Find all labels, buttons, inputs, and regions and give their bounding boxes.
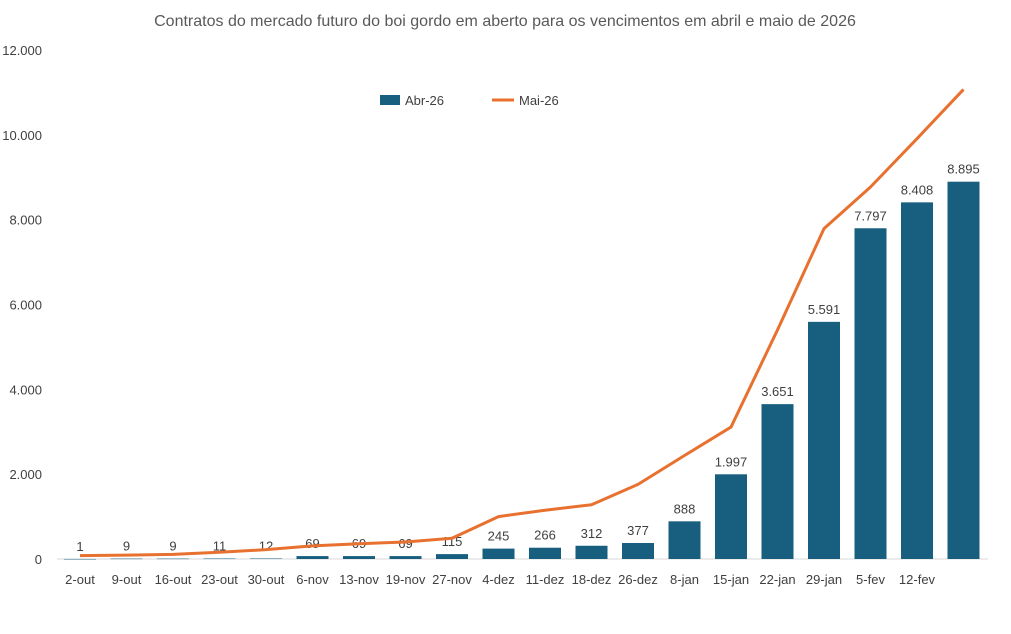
bar-data-label: 9 <box>123 539 130 554</box>
bar <box>204 559 236 560</box>
y-tick-label: 12.000 <box>2 43 42 58</box>
bar-data-label: 69 <box>305 536 319 551</box>
x-tick-label: 26-dez <box>618 572 658 587</box>
bar <box>390 556 422 559</box>
x-tick-label: 4-dez <box>482 572 515 587</box>
bar <box>64 559 96 560</box>
bar <box>576 546 608 559</box>
bar <box>808 322 840 559</box>
x-axis: 2-out 9-out 16-out 23-out 30-out 6-nov 13-nov 1… <box>65 572 935 587</box>
x-tick-label: 2-out <box>65 572 95 587</box>
y-tick-label: 6.000 <box>9 298 42 313</box>
x-tick-label: 9-out <box>112 572 142 587</box>
y-tick-label: 8.000 <box>9 213 42 228</box>
x-tick-label: 18-dez <box>572 572 612 587</box>
bar <box>948 182 980 559</box>
bar <box>250 558 282 559</box>
bar-data-label: 245 <box>488 529 510 544</box>
bar-data-label: 3.651 <box>761 384 794 399</box>
x-tick-label: 19-nov <box>386 572 426 587</box>
bar <box>111 559 143 560</box>
x-tick-label: 6-nov <box>296 572 329 587</box>
legend-swatch-abr-26 <box>380 95 400 105</box>
x-tick-label: 30-out <box>248 572 285 587</box>
y-axis: 0 2.000 4.000 6.000 8.000 10.000 12.000 <box>2 43 42 567</box>
chart-title: Contratos do mercado futuro do boi gordo… <box>154 13 856 30</box>
x-tick-label: 11-dez <box>526 572 565 587</box>
legend-label-abr-26: Abr-26 <box>405 93 444 108</box>
bar-data-label: 7.797 <box>854 208 887 223</box>
bar <box>855 228 887 559</box>
x-tick-label: 13-nov <box>339 572 379 587</box>
bar-data-label: 8.895 <box>947 162 980 177</box>
x-tick-label: 16-out <box>155 572 192 587</box>
x-tick-label: 12-fev <box>899 572 936 587</box>
y-tick-label: 10.000 <box>2 128 42 143</box>
bar-data-label: 888 <box>674 501 696 516</box>
bar <box>901 202 933 559</box>
x-tick-label: 15-jan <box>713 572 749 587</box>
y-tick-label: 4.000 <box>9 382 42 397</box>
bar-data-label: 5.591 <box>808 302 841 317</box>
y-tick-label: 2.000 <box>9 467 42 482</box>
bar <box>762 404 794 559</box>
bar-data-label: 312 <box>581 526 603 541</box>
bar <box>157 559 189 560</box>
bar-data-label: 1 <box>76 539 83 554</box>
bar <box>343 556 375 559</box>
bar <box>715 474 747 559</box>
bar-data-label: 8.408 <box>901 182 934 197</box>
x-tick-label: 23-out <box>201 572 238 587</box>
legend: Abr-26 Mai-26 <box>380 93 559 108</box>
bar <box>622 543 654 559</box>
bar-data-label: 266 <box>534 528 556 543</box>
bar-data-label: 1.997 <box>715 454 748 469</box>
x-tick-label: 5-fev <box>856 572 885 587</box>
bar <box>483 549 515 559</box>
bar <box>436 554 468 559</box>
bar-data-label: 9 <box>169 539 176 554</box>
bar <box>669 521 701 559</box>
legend-label-mai-26: Mai-26 <box>519 93 559 108</box>
x-tick-label: 27-nov <box>432 572 472 587</box>
bar <box>297 556 329 559</box>
x-tick-label: 29-jan <box>806 572 842 587</box>
bar-data-label: 377 <box>627 523 649 538</box>
y-tick-label: 0 <box>35 552 42 567</box>
bar <box>529 548 561 559</box>
x-tick-label: 8-jan <box>670 572 699 587</box>
x-tick-label: 22-jan <box>759 572 795 587</box>
